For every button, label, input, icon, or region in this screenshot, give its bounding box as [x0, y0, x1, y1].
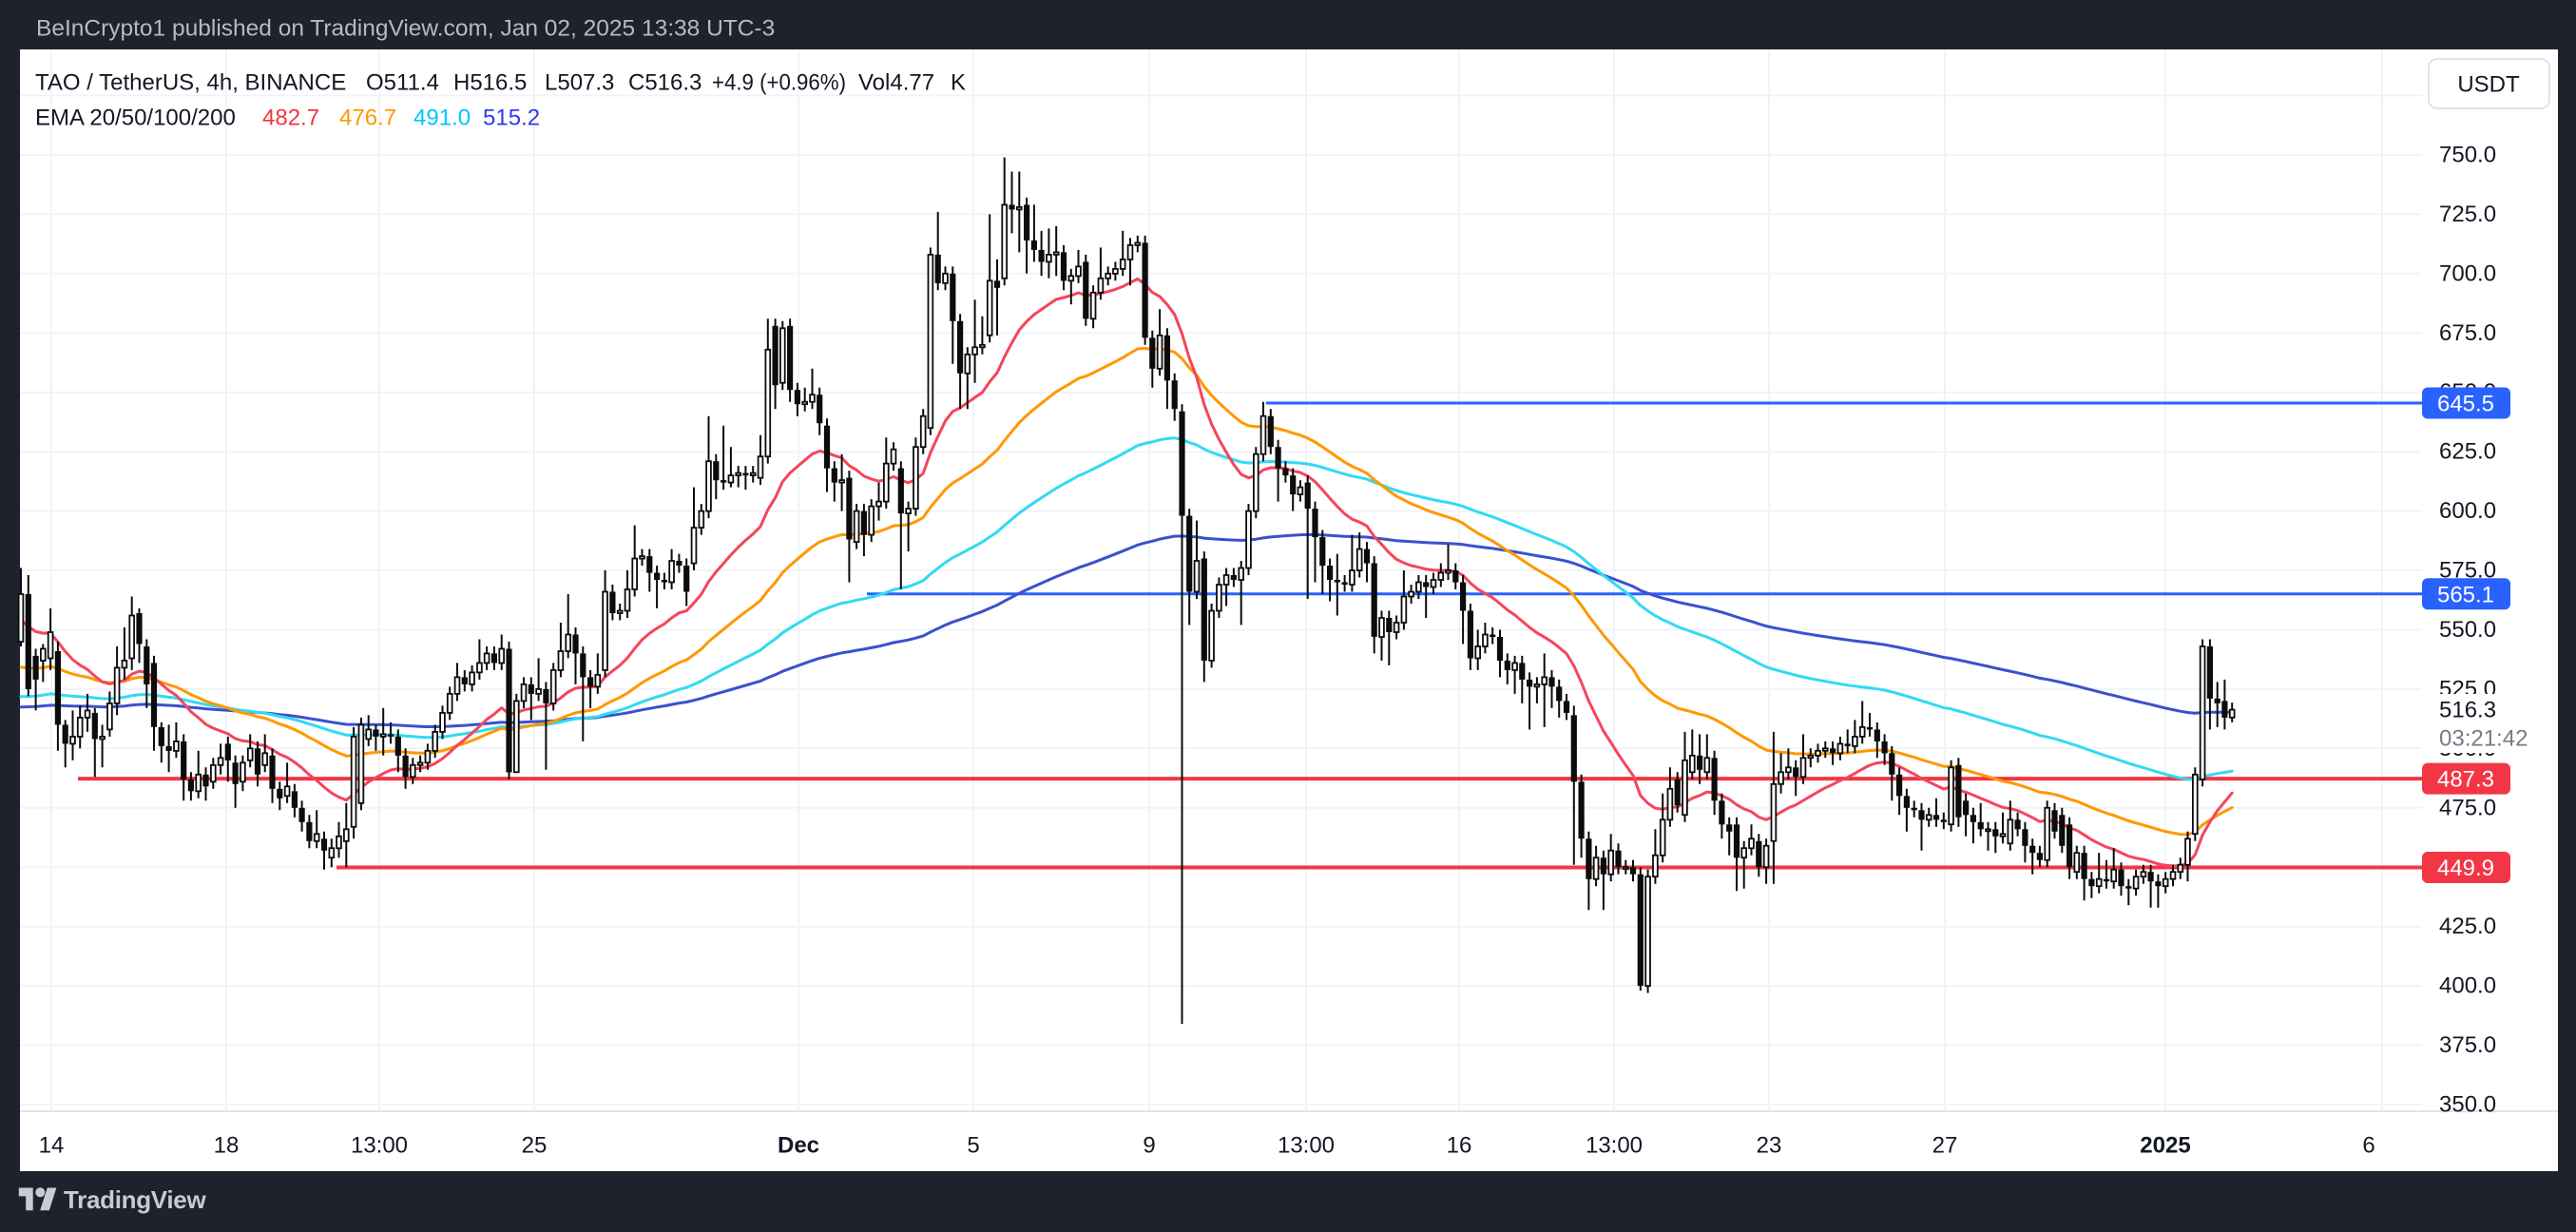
svg-text:491.0: 491.0 [413, 106, 471, 131]
svg-text:515.2: 515.2 [483, 106, 540, 131]
svg-text:Vol4.77: Vol4.77 [858, 70, 934, 96]
svg-text:425.0: 425.0 [2439, 914, 2496, 939]
svg-text:03:21:42: 03:21:42 [2439, 726, 2528, 752]
svg-text:13:00: 13:00 [1586, 1133, 1643, 1159]
svg-text:482.7: 482.7 [262, 106, 319, 131]
svg-text:600.0: 600.0 [2439, 498, 2496, 524]
svg-text:O511.4: O511.4 [366, 70, 439, 96]
svg-text:487.3: 487.3 [2437, 767, 2494, 793]
svg-text:350.0: 350.0 [2439, 1092, 2496, 1118]
svg-text:375.0: 375.0 [2439, 1032, 2496, 1058]
svg-text:6: 6 [2362, 1133, 2374, 1159]
svg-text:550.0: 550.0 [2439, 617, 2496, 643]
svg-text:476.7: 476.7 [339, 106, 396, 131]
svg-text:625.0: 625.0 [2439, 439, 2496, 465]
svg-text:13:00: 13:00 [1278, 1133, 1335, 1159]
svg-text:475.0: 475.0 [2439, 795, 2496, 820]
svg-text:25: 25 [522, 1133, 548, 1159]
svg-text:BeInCrypto1 published on Tradi: BeInCrypto1 published on TradingView.com… [36, 16, 775, 42]
svg-text:USDT: USDT [2457, 72, 2520, 98]
svg-text:TAO / TetherUS, 4h, BINANCE: TAO / TetherUS, 4h, BINANCE [35, 70, 346, 96]
svg-text:C516.3: C516.3 [628, 70, 702, 96]
svg-text:+4.9 (+0.96%): +4.9 (+0.96%) [712, 70, 846, 96]
svg-text:725.0: 725.0 [2439, 202, 2496, 227]
svg-text:9: 9 [1143, 1133, 1155, 1159]
svg-text:645.5: 645.5 [2437, 392, 2494, 417]
svg-text:565.1: 565.1 [2437, 582, 2494, 607]
svg-text:400.0: 400.0 [2439, 973, 2496, 999]
svg-text:2025: 2025 [2140, 1133, 2190, 1159]
svg-text:700.0: 700.0 [2439, 260, 2496, 286]
svg-text:5: 5 [967, 1133, 979, 1159]
svg-text:H516.5: H516.5 [453, 70, 527, 96]
svg-text:L507.3: L507.3 [545, 70, 614, 96]
svg-text:27: 27 [1932, 1133, 1958, 1159]
svg-text:K: K [951, 70, 966, 96]
svg-text:516.3: 516.3 [2439, 698, 2496, 723]
svg-text:Dec: Dec [778, 1133, 819, 1159]
svg-text:23: 23 [1757, 1133, 1782, 1159]
svg-text:14: 14 [39, 1133, 65, 1159]
svg-text:13:00: 13:00 [351, 1133, 408, 1159]
svg-text:TradingView: TradingView [64, 1185, 206, 1214]
svg-text:675.0: 675.0 [2439, 320, 2496, 346]
svg-text:750.0: 750.0 [2439, 143, 2496, 168]
svg-text:16: 16 [1447, 1133, 1472, 1159]
svg-text:EMA 20/50/100/200: EMA 20/50/100/200 [35, 106, 236, 131]
svg-text:449.9: 449.9 [2437, 856, 2494, 881]
svg-text:18: 18 [214, 1133, 240, 1159]
